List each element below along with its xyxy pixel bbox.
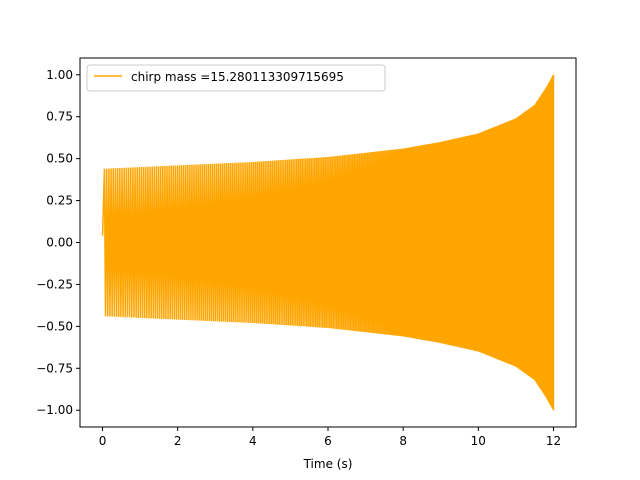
y-tick-label: 0.25 — [46, 194, 73, 208]
x-tick-label: 12 — [546, 434, 561, 448]
x-axis: 0 2 4 6 8 10 12 — [99, 427, 561, 448]
y-tick-label: 0.00 — [46, 236, 73, 250]
x-tick-label: 10 — [471, 434, 486, 448]
x-tick-label: 8 — [399, 434, 407, 448]
x-tick-label: 4 — [249, 434, 257, 448]
y-tick-label: 1.00 — [46, 68, 73, 82]
x-tick-label: 2 — [174, 434, 182, 448]
x-tick-label: 6 — [324, 434, 332, 448]
legend-box — [86, 64, 386, 92]
x-tick-label: 0 — [99, 434, 107, 448]
series-line — [101, 74, 555, 411]
y-tick-label: 0.50 — [46, 152, 73, 166]
y-axis: 1.00 0.75 0.50 0.25 0.00 −0.25 −0.50 −0.75 −1.00 — [36, 68, 80, 417]
legend: chirp mass =15.280113309715695 — [86, 64, 386, 92]
series-layer — [101, 74, 555, 411]
y-tick-label: −0.75 — [36, 361, 73, 375]
x-axis-label: Time (s) — [303, 457, 353, 471]
legend-label: chirp mass =15.280113309715695 — [131, 70, 344, 84]
y-tick-label: 0.75 — [46, 110, 73, 124]
y-tick-label: −0.50 — [36, 319, 73, 333]
y-tick-label: −0.25 — [36, 277, 73, 291]
y-tick-label: −1.00 — [36, 403, 73, 417]
